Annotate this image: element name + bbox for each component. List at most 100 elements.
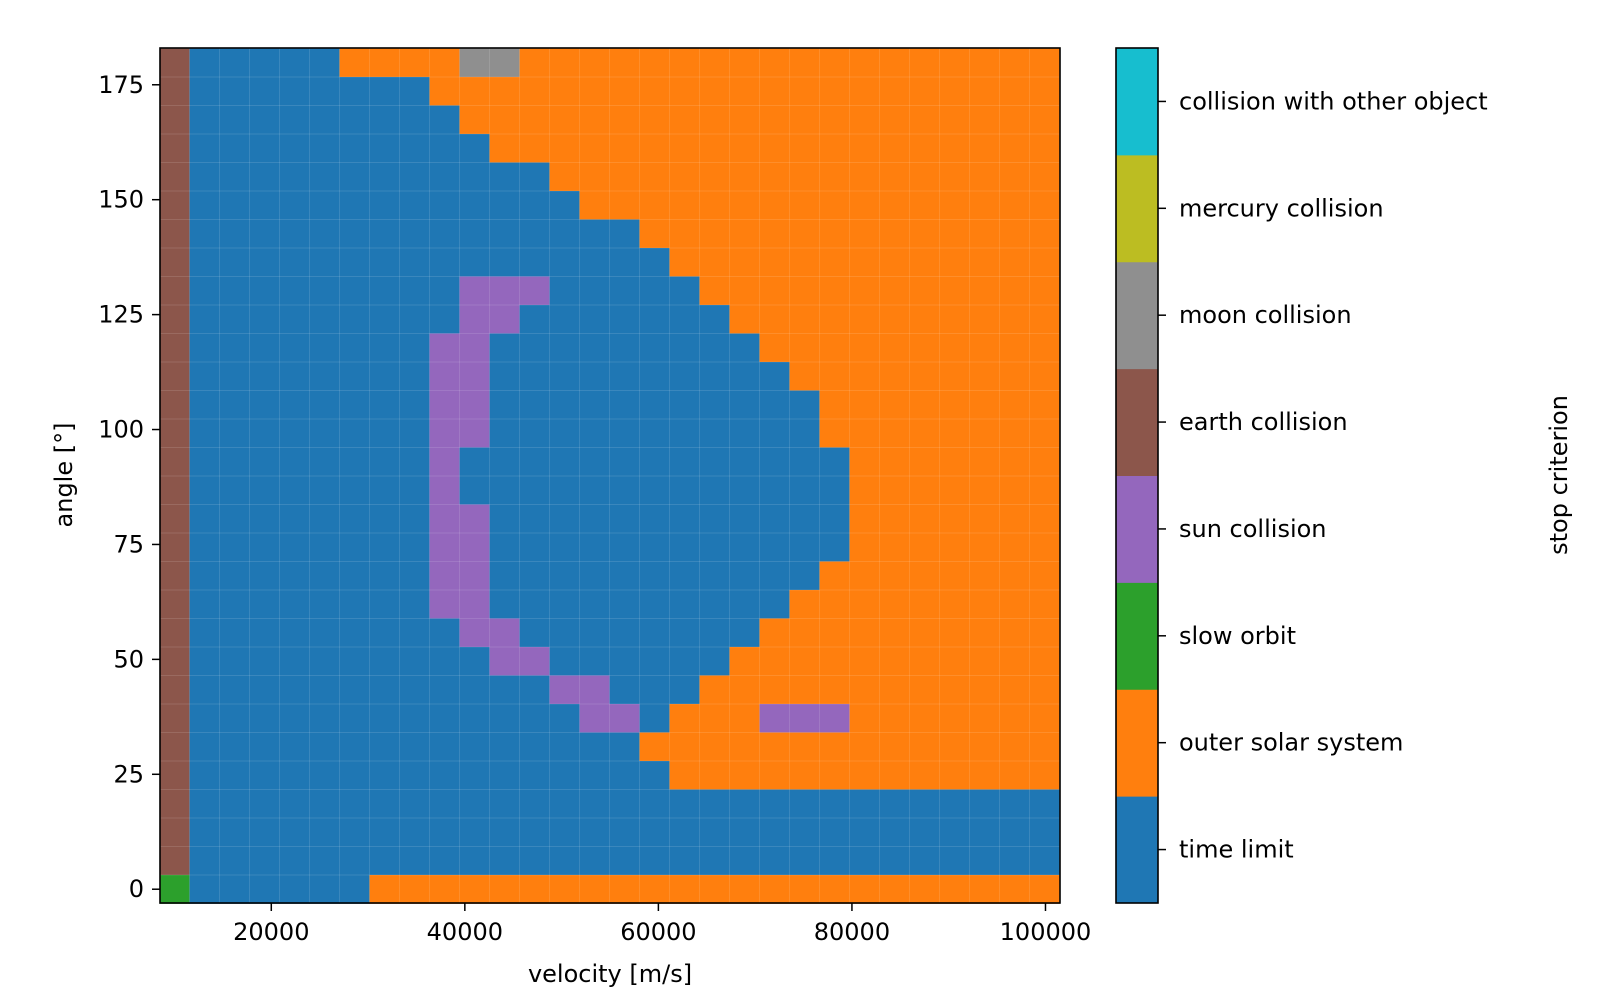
heatmap-cell	[459, 133, 490, 163]
heatmap-cell	[159, 646, 190, 676]
heatmap-cell	[429, 418, 460, 448]
heatmap-cell	[309, 760, 340, 790]
heatmap-cell	[639, 703, 670, 733]
heatmap-cell	[939, 789, 970, 819]
heatmap-cell	[789, 789, 820, 819]
heatmap-cell	[1029, 190, 1060, 220]
heatmap-cell	[189, 703, 220, 733]
heatmap-cell	[1029, 76, 1060, 106]
heatmap-cell	[1029, 504, 1060, 534]
heatmap-cell	[1029, 361, 1060, 391]
heatmap-cell	[609, 817, 640, 847]
heatmap-cell	[339, 703, 370, 733]
heatmap-cell	[459, 105, 490, 135]
heatmap-cell	[879, 133, 910, 163]
heatmap-cell	[219, 532, 250, 562]
heatmap-cell	[219, 76, 250, 106]
heatmap-cell	[159, 76, 190, 106]
heatmap-cell	[159, 817, 190, 847]
heatmap-cell	[159, 732, 190, 762]
heatmap-cell	[879, 447, 910, 477]
heatmap-cell	[429, 732, 460, 762]
heatmap-cell	[219, 732, 250, 762]
heatmap-cell	[459, 333, 490, 363]
heatmap-cell	[399, 789, 430, 819]
heatmap-cell	[609, 589, 640, 619]
heatmap-cell	[759, 276, 790, 306]
heatmap-cell	[969, 276, 1000, 306]
heatmap-cell	[399, 703, 430, 733]
heatmap-cell	[459, 732, 490, 762]
x-tick-label: 40000	[427, 918, 503, 946]
heatmap-cell	[849, 561, 880, 591]
heatmap-cell	[549, 789, 580, 819]
heatmap-cell	[879, 789, 910, 819]
heatmap-cell	[429, 304, 460, 334]
heatmap-cell	[909, 589, 940, 619]
heatmap-cell	[699, 475, 730, 505]
heatmap-cell	[669, 304, 700, 334]
heatmap-cell	[249, 133, 280, 163]
heatmap-cell	[789, 133, 820, 163]
heatmap-cell	[219, 447, 250, 477]
heatmap-cell	[429, 361, 460, 391]
heatmap-cell	[399, 48, 430, 78]
heatmap-cell	[939, 247, 970, 277]
heatmap-cell	[609, 304, 640, 334]
heatmap-cell	[459, 390, 490, 420]
heatmap-cell	[159, 475, 190, 505]
heatmap-cell	[369, 874, 400, 904]
heatmap-cell	[459, 418, 490, 448]
heatmap-cell	[549, 247, 580, 277]
heatmap-cell	[249, 276, 280, 306]
heatmap-cell	[699, 76, 730, 106]
heatmap-cell	[549, 133, 580, 163]
heatmap-cell	[969, 162, 1000, 192]
heatmap-cell	[309, 418, 340, 448]
heatmap-cell	[819, 76, 850, 106]
heatmap-cell	[339, 504, 370, 534]
x-axis-ticks: 20000 40000 60000 80000 100000	[233, 903, 1091, 946]
heatmap-cell	[219, 333, 250, 363]
heatmap-cell	[339, 276, 370, 306]
heatmap-cell	[579, 846, 610, 876]
heatmap-cell	[249, 760, 280, 790]
heatmap-cell	[759, 703, 790, 733]
heatmap-cell	[219, 817, 250, 847]
heatmap-cell	[639, 646, 670, 676]
heatmap-cell	[429, 874, 460, 904]
heatmap-cell	[849, 589, 880, 619]
heatmap-cell	[189, 589, 220, 619]
heatmap-cell	[939, 475, 970, 505]
heatmap-cell	[549, 646, 580, 676]
heatmap-cell	[579, 504, 610, 534]
heatmap-cell	[189, 48, 220, 78]
heatmap-cell	[549, 618, 580, 648]
heatmap-cell	[1029, 589, 1060, 619]
heatmap-cell	[429, 646, 460, 676]
heatmap-cell	[639, 247, 670, 277]
heatmap-cell	[309, 219, 340, 249]
heatmap-cell	[459, 532, 490, 562]
heatmap-cell	[219, 133, 250, 163]
heatmap-cell	[819, 48, 850, 78]
heatmap-cell	[369, 219, 400, 249]
heatmap-cell	[579, 390, 610, 420]
heatmap-cell	[309, 475, 340, 505]
heatmap-cell	[879, 190, 910, 220]
heatmap-cell	[249, 703, 280, 733]
heatmap-cell	[309, 532, 340, 562]
y-tick-label: 125	[98, 301, 144, 329]
heatmap-cell	[279, 874, 310, 904]
heatmap-cell	[579, 789, 610, 819]
heatmap-cell	[519, 532, 550, 562]
heatmap-cell	[279, 789, 310, 819]
colorbar-segment	[1116, 261, 1158, 370]
heatmap-cell	[759, 247, 790, 277]
heatmap-cell	[459, 475, 490, 505]
heatmap-cell	[159, 589, 190, 619]
heatmap-cell	[249, 418, 280, 448]
heatmap-cell	[909, 48, 940, 78]
heatmap-cell	[219, 789, 250, 819]
heatmap-cell	[969, 48, 1000, 78]
